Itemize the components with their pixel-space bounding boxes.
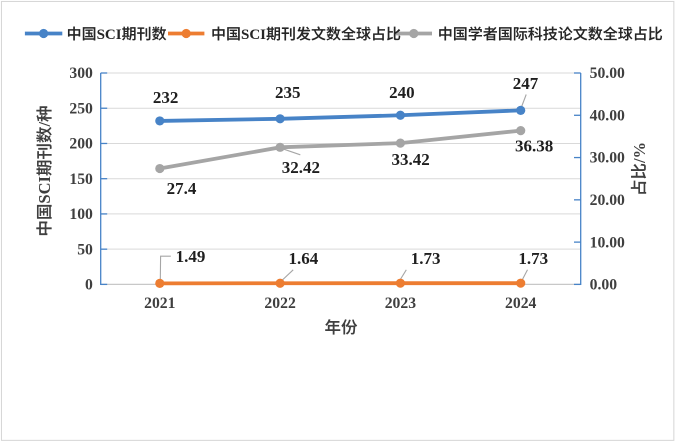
svg-text:33.42: 33.42: [391, 150, 429, 169]
svg-text:32.42: 32.42: [282, 158, 320, 177]
svg-text:200: 200: [69, 136, 93, 153]
svg-text:SCI: SCI: [35, 176, 54, 204]
svg-text:SCI: SCI: [241, 27, 266, 43]
svg-text:235: 235: [275, 83, 301, 102]
svg-text:150: 150: [69, 171, 93, 188]
svg-text:100: 100: [69, 206, 93, 223]
svg-text:232: 232: [153, 88, 179, 107]
svg-text:50.00: 50.00: [590, 65, 625, 82]
svg-text:240: 240: [389, 83, 415, 102]
svg-text:SCI: SCI: [97, 27, 122, 43]
svg-text:1.73: 1.73: [411, 249, 441, 268]
svg-text:2021: 2021: [144, 295, 176, 312]
svg-text:50: 50: [77, 241, 93, 258]
svg-text:0: 0: [85, 277, 93, 294]
svg-text:2024: 2024: [505, 295, 537, 312]
svg-text:40.00: 40.00: [590, 107, 625, 124]
svg-text:/: /: [35, 122, 54, 128]
svg-text:30.00: 30.00: [590, 150, 625, 167]
svg-text:2022: 2022: [264, 295, 296, 312]
svg-text:10.00: 10.00: [590, 234, 625, 251]
svg-text:0.00: 0.00: [590, 277, 618, 294]
svg-text:1.73: 1.73: [518, 249, 548, 268]
svg-text:27.4: 27.4: [167, 179, 197, 198]
svg-text:1.64: 1.64: [289, 249, 319, 268]
svg-text:2023: 2023: [385, 295, 417, 312]
svg-text:247: 247: [513, 74, 539, 93]
svg-text:1.49: 1.49: [176, 247, 206, 266]
svg-text:36.38: 36.38: [515, 136, 553, 155]
svg-text:20.00: 20.00: [590, 192, 625, 209]
svg-text:250: 250: [69, 100, 93, 117]
svg-text:/%: /%: [630, 142, 649, 164]
svg-text:300: 300: [69, 65, 93, 82]
